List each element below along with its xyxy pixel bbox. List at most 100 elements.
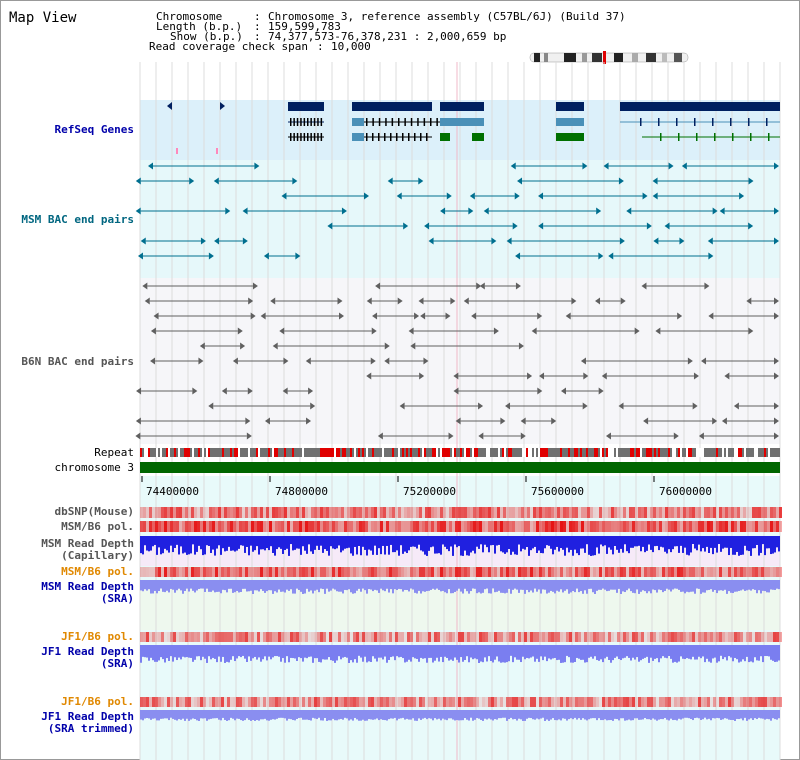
msm-sra-bar [454, 580, 456, 592]
msm-pol2-cell [545, 567, 548, 577]
jf1-pol2-cell [173, 697, 176, 707]
jf1-sra-bar [770, 645, 772, 660]
exon-mark [307, 133, 309, 141]
msm-sra-bar [608, 580, 610, 591]
jf1-trimmed-bar [588, 710, 590, 720]
jf1-sra-bar [608, 645, 610, 660]
msm-capillary-bar [582, 536, 584, 549]
jf1-pol2-cell [491, 697, 494, 707]
msm-pair-arrow [681, 162, 687, 170]
msm-pair-arrow [281, 192, 287, 200]
jf1-pol-cell [158, 632, 161, 642]
msm-pol-cell [434, 521, 437, 532]
msm-pol-cell [503, 521, 506, 532]
repeat-mark [292, 448, 294, 457]
jf1-pol2-cell [587, 697, 590, 707]
jf1-trimmed-bar [724, 710, 726, 719]
jf1-sra-bar [434, 645, 436, 661]
msm-pol-cell [779, 521, 782, 532]
dbsnp-cell [620, 507, 623, 518]
jf1-sra-bar [260, 645, 262, 662]
msm-capillary-bar [394, 536, 396, 553]
b6n-bac-features[interactable] [135, 282, 779, 440]
jf1-trimmed-bar [278, 710, 280, 718]
dbsnp-cell [368, 507, 371, 518]
jf1-sra-bar [568, 645, 570, 658]
dbsnp-cell [197, 507, 200, 518]
jf1-pol2-cell [581, 697, 584, 707]
jf1-sra-bar [678, 645, 680, 662]
jf1-pol2-cell [527, 697, 530, 707]
b6n-pair-arrow [518, 342, 524, 350]
msm-sra-bar [436, 580, 438, 589]
dbsnp-cell [326, 507, 329, 518]
jf1-pol2-cell [593, 697, 596, 707]
track-label-dbsnp: dbSNP(Mouse) [54, 505, 134, 518]
jf1-pol2-cell [428, 697, 431, 707]
refseq-gene-features[interactable] [167, 102, 780, 154]
jf1-trimmed-bar [374, 710, 376, 720]
msm-sra-bar [672, 580, 674, 590]
repeat-mark [302, 448, 304, 457]
msm-capillary-bar [628, 536, 630, 554]
msm-capillary-bar [160, 536, 162, 555]
jf1-trimmed-bar [192, 710, 194, 719]
dbsnp-cell [707, 507, 710, 518]
jf1-trimmed-bar [624, 710, 626, 721]
dbsnp-cell [545, 507, 548, 518]
jf1-trimmed-bar [264, 710, 266, 719]
jf1-pol2-cell [278, 697, 281, 707]
jf1-pol-cell [656, 632, 659, 642]
msm-pol-cell [476, 521, 479, 532]
jf1-sra-bar [330, 645, 332, 661]
b6n-pair-arrow [724, 372, 730, 380]
msm-pol2-cell [590, 567, 593, 577]
jf1-sra-bar [742, 645, 744, 660]
dbsnp-cell [140, 507, 143, 518]
msm-pair-arrow [598, 252, 604, 260]
msm-capillary-bar [172, 536, 174, 553]
msm-sra-bar [274, 580, 276, 592]
repeat-mark [716, 448, 718, 457]
msm-pol-cell [611, 521, 614, 532]
jf1-pol2-cell [392, 697, 395, 707]
jf1-trimmed-bar [434, 710, 436, 719]
dbsnp-cell [230, 507, 233, 518]
chromosome-ideogram[interactable] [526, 51, 694, 65]
jf1-trimmed-bar [594, 710, 596, 719]
msm-capillary-bar [634, 536, 636, 547]
jf1-sra-bar [506, 645, 508, 663]
jf1-pol-cell [695, 632, 698, 642]
jf1-trimmed-bar [428, 710, 430, 719]
jf1-sra-bar [512, 645, 514, 663]
msm-capillary-bar [626, 536, 628, 552]
msm-pol2-cell [155, 567, 158, 577]
coverage-label: Read coverage check span [149, 40, 308, 53]
jf1-pol-cell [770, 632, 773, 642]
jf1-sra-bar [474, 645, 476, 659]
msm-bac-features[interactable] [135, 162, 779, 260]
jf1-pol2-cell [395, 697, 398, 707]
msm-capillary-bar [226, 536, 228, 551]
jf1-pol2-cell [533, 697, 536, 707]
msm-sra-bar [648, 580, 650, 592]
msm-sra-bar [438, 580, 440, 590]
jf1-pol2-cell [221, 697, 224, 707]
jf1-pol2-cell [299, 697, 302, 707]
jf1-sra-bar [732, 645, 734, 662]
dbsnp-cell [314, 507, 317, 518]
msm-sra-bar [334, 580, 336, 590]
msm-sra-bar [478, 580, 480, 593]
b6n-pair-arrow [306, 417, 312, 425]
msm-pol2-cell [461, 567, 464, 577]
msm-sra-bar [322, 580, 324, 590]
b6n-pair-arrow [150, 357, 156, 365]
repeat-mark [192, 448, 194, 457]
jf1-trimmed-bar [336, 710, 338, 721]
jf1-pol-cell [245, 632, 248, 642]
jf1-sra-bar [498, 645, 500, 662]
dbsnp-cell [323, 507, 326, 518]
jf1-pol2-cell [500, 697, 503, 707]
jf1-sra-bar [166, 645, 168, 659]
